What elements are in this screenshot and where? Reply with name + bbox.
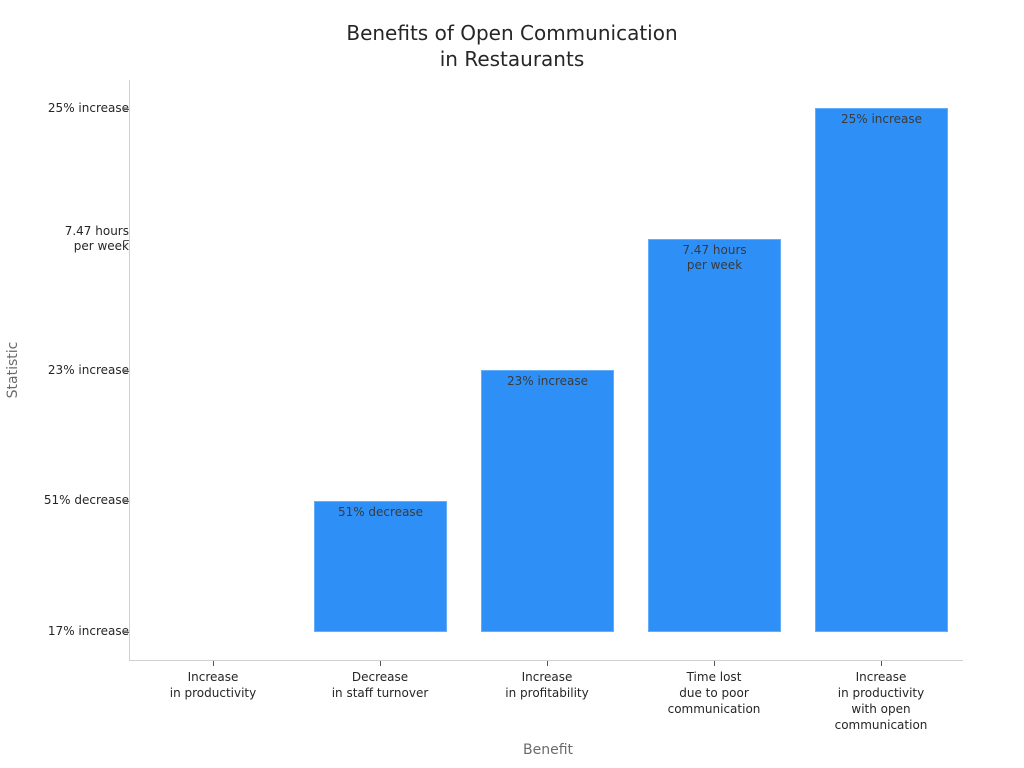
x-tick-mark bbox=[881, 661, 882, 666]
y-tick-label: 23% increase bbox=[48, 363, 129, 378]
x-tick-label: Decrease in staff turnover bbox=[300, 669, 460, 701]
bar-data-label-text: 7.47 hours bbox=[682, 243, 747, 257]
x-axis-label: Benefit bbox=[522, 742, 574, 758]
y-tick-mark bbox=[124, 240, 129, 241]
bar-data-label-text: 25% increase bbox=[840, 112, 923, 126]
bar-increase-productivity-open-communication: 25% increase bbox=[815, 108, 948, 632]
chart-title-line-2: in Restaurants bbox=[439, 47, 585, 71]
x-tick-text: in productivity bbox=[837, 686, 925, 700]
bar-data-label-text: 23% increase bbox=[506, 374, 589, 388]
x-tick-text: communication bbox=[667, 702, 761, 716]
x-tick-mark bbox=[714, 661, 715, 666]
x-tick-mark bbox=[213, 661, 214, 666]
y-tick-text: 51% decrease bbox=[43, 493, 129, 507]
bar-data-label-text: 51% decrease bbox=[337, 505, 424, 519]
y-tick-text: per week bbox=[73, 239, 129, 253]
x-tick-text: in staff turnover bbox=[331, 686, 429, 700]
x-tick-text: Increase bbox=[187, 670, 239, 684]
y-tick-text: 25% increase bbox=[47, 101, 129, 115]
bar-data-label-text: per week bbox=[686, 258, 743, 272]
y-tick-mark bbox=[124, 501, 129, 502]
x-tick-text: due to poor bbox=[679, 686, 749, 700]
x-tick-text: Increase bbox=[855, 670, 907, 684]
y-tick-label: 51% decrease bbox=[44, 493, 129, 508]
x-tick-label: Time lost due to poor communication bbox=[634, 669, 794, 717]
y-tick-label: 25% increase bbox=[48, 101, 129, 116]
x-tick-text: in profitability bbox=[505, 686, 589, 700]
y-tick-text: 7.47 hours bbox=[64, 224, 129, 238]
y-tick-text: 17% increase bbox=[47, 624, 129, 638]
x-tick-text: Decrease bbox=[351, 670, 409, 684]
bar-increase-profitability: 23% increase bbox=[481, 370, 614, 632]
y-axis-line bbox=[129, 80, 130, 661]
x-tick-mark bbox=[547, 661, 548, 666]
x-tick-text: Time lost bbox=[686, 670, 742, 684]
y-tick-mark bbox=[124, 371, 129, 372]
y-tick-mark bbox=[124, 109, 129, 110]
y-tick-label: 17% increase bbox=[48, 624, 129, 639]
bar-decrease-staff-turnover: 51% decrease bbox=[314, 501, 447, 632]
y-tick-label: 7.47 hours per week bbox=[65, 224, 129, 254]
x-tick-text: in productivity bbox=[169, 686, 257, 700]
y-tick-text: 23% increase bbox=[47, 363, 129, 377]
bar-data-label: 7.47 hours per week bbox=[649, 243, 780, 273]
x-tick-label: Increase in profitability bbox=[467, 669, 627, 701]
x-tick-text: Increase bbox=[521, 670, 573, 684]
y-axis-label: Statistic bbox=[5, 341, 21, 399]
x-tick-label: Increase in productivity with open commu… bbox=[801, 669, 961, 733]
chart-title-line-1: Benefits of Open Communication bbox=[346, 21, 678, 45]
x-tick-text: with open bbox=[851, 702, 911, 716]
chart-title: Benefits of Open Communication in Restau… bbox=[0, 20, 1024, 72]
bar-data-label: 23% increase bbox=[482, 374, 613, 389]
y-tick-mark bbox=[124, 632, 129, 633]
x-tick-text: communication bbox=[834, 718, 928, 732]
bar-time-lost: 7.47 hours per week bbox=[648, 239, 781, 632]
bar-data-label: 25% increase bbox=[816, 112, 947, 127]
x-tick-mark bbox=[380, 661, 381, 666]
bar-data-label: 51% decrease bbox=[315, 505, 446, 520]
x-axis-line bbox=[129, 660, 963, 661]
x-tick-label: Increase in productivity bbox=[133, 669, 293, 701]
